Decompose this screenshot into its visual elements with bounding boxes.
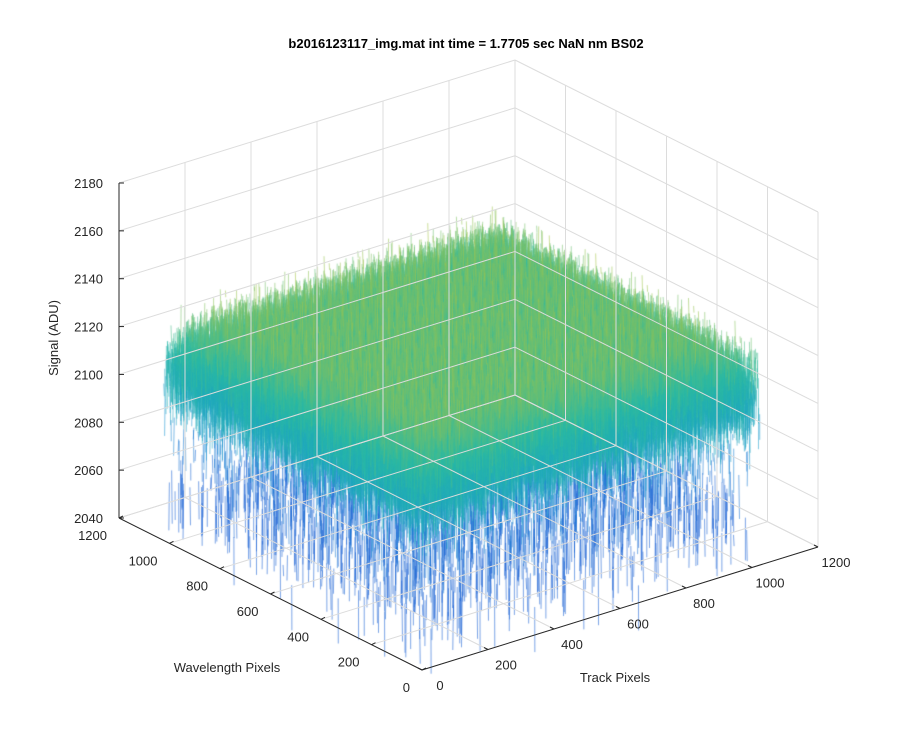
tick-labels: 0 200 400 600 800 1000 1200 0 200 400 600 800 1000 12… [74, 176, 850, 695]
y-tick-mark [169, 540, 174, 544]
grid-lines [118, 59, 819, 671]
side-wall-grid-line [514, 298, 819, 452]
side-wall-grid-line [514, 346, 819, 500]
x-tick-label: 1200 [822, 555, 851, 570]
side-wall-grid-line [514, 394, 819, 548]
back-wall-grid-line [118, 155, 516, 280]
floor-grid-line [169, 419, 566, 544]
y-tick-label: 200 [338, 655, 360, 670]
y-tick-mark [270, 591, 275, 595]
floor-grid-line [371, 521, 768, 646]
z-tick-label: 2060 [74, 463, 103, 478]
floor-grid-line [219, 445, 617, 570]
back-wall-grid-line [118, 346, 516, 471]
back-wall-grid-line [118, 203, 516, 328]
z-tick-label: 2180 [74, 176, 103, 191]
x-tick-label: 600 [627, 617, 649, 632]
x-axis-label: Track Pixels [580, 670, 651, 685]
x-tick-mark [813, 544, 819, 548]
y-axis-label: Wavelength Pixels [174, 660, 281, 675]
y-tick-mark [421, 667, 427, 671]
x-tick-label: 0 [436, 678, 443, 693]
x-tick-mark [417, 667, 423, 671]
z-tick-label: 2100 [74, 367, 103, 382]
back-wall-grid-line [118, 59, 516, 184]
y-tick-label: 800 [186, 579, 208, 594]
y-tick-mark [320, 616, 326, 620]
x-tick-mark [615, 606, 621, 609]
x-tick-label: 800 [693, 596, 715, 611]
y-tick-mark [219, 566, 225, 570]
x-tick-label: 400 [561, 637, 583, 652]
y-tick-mark [371, 642, 376, 646]
y-tick-label: 1000 [129, 553, 158, 568]
y-tick-label: 600 [237, 604, 259, 619]
x-tick-label: 1000 [756, 576, 785, 591]
x-tick-mark [483, 647, 489, 650]
back-wall-grid-line [118, 250, 516, 375]
side-wall-grid-line [514, 155, 819, 309]
side-wall-grid-line [514, 250, 819, 404]
back-wall-grid-line [118, 394, 516, 519]
side-wall-grid-line [514, 203, 819, 357]
side-wall-grid-line [514, 107, 819, 261]
floor-grid-line [270, 470, 667, 595]
z-tick-label: 2120 [74, 320, 103, 335]
x-tick-mark [549, 626, 555, 630]
y-tick-label: 0 [403, 680, 410, 695]
x-tick-mark [681, 585, 687, 589]
y-tick-label: 400 [287, 629, 309, 644]
back-wall-grid-line [118, 298, 516, 423]
z-axis-label: Signal (ADU) [46, 300, 61, 376]
floor-grid-line [320, 495, 718, 620]
y-tick-label: 1200 [78, 528, 107, 543]
side-wall-grid-line [514, 59, 819, 213]
back-wall-grid-line [118, 107, 516, 232]
z-tick-label: 2160 [74, 224, 103, 239]
z-tick-label: 2040 [74, 511, 103, 526]
x-tick-label: 200 [495, 658, 517, 673]
x-tick-mark [747, 565, 753, 568]
z-tick-label: 2140 [74, 272, 103, 287]
chart-title: b2016123117_img.mat int time = 1.7705 se… [288, 36, 643, 51]
z-tick-label: 2080 [74, 415, 103, 430]
